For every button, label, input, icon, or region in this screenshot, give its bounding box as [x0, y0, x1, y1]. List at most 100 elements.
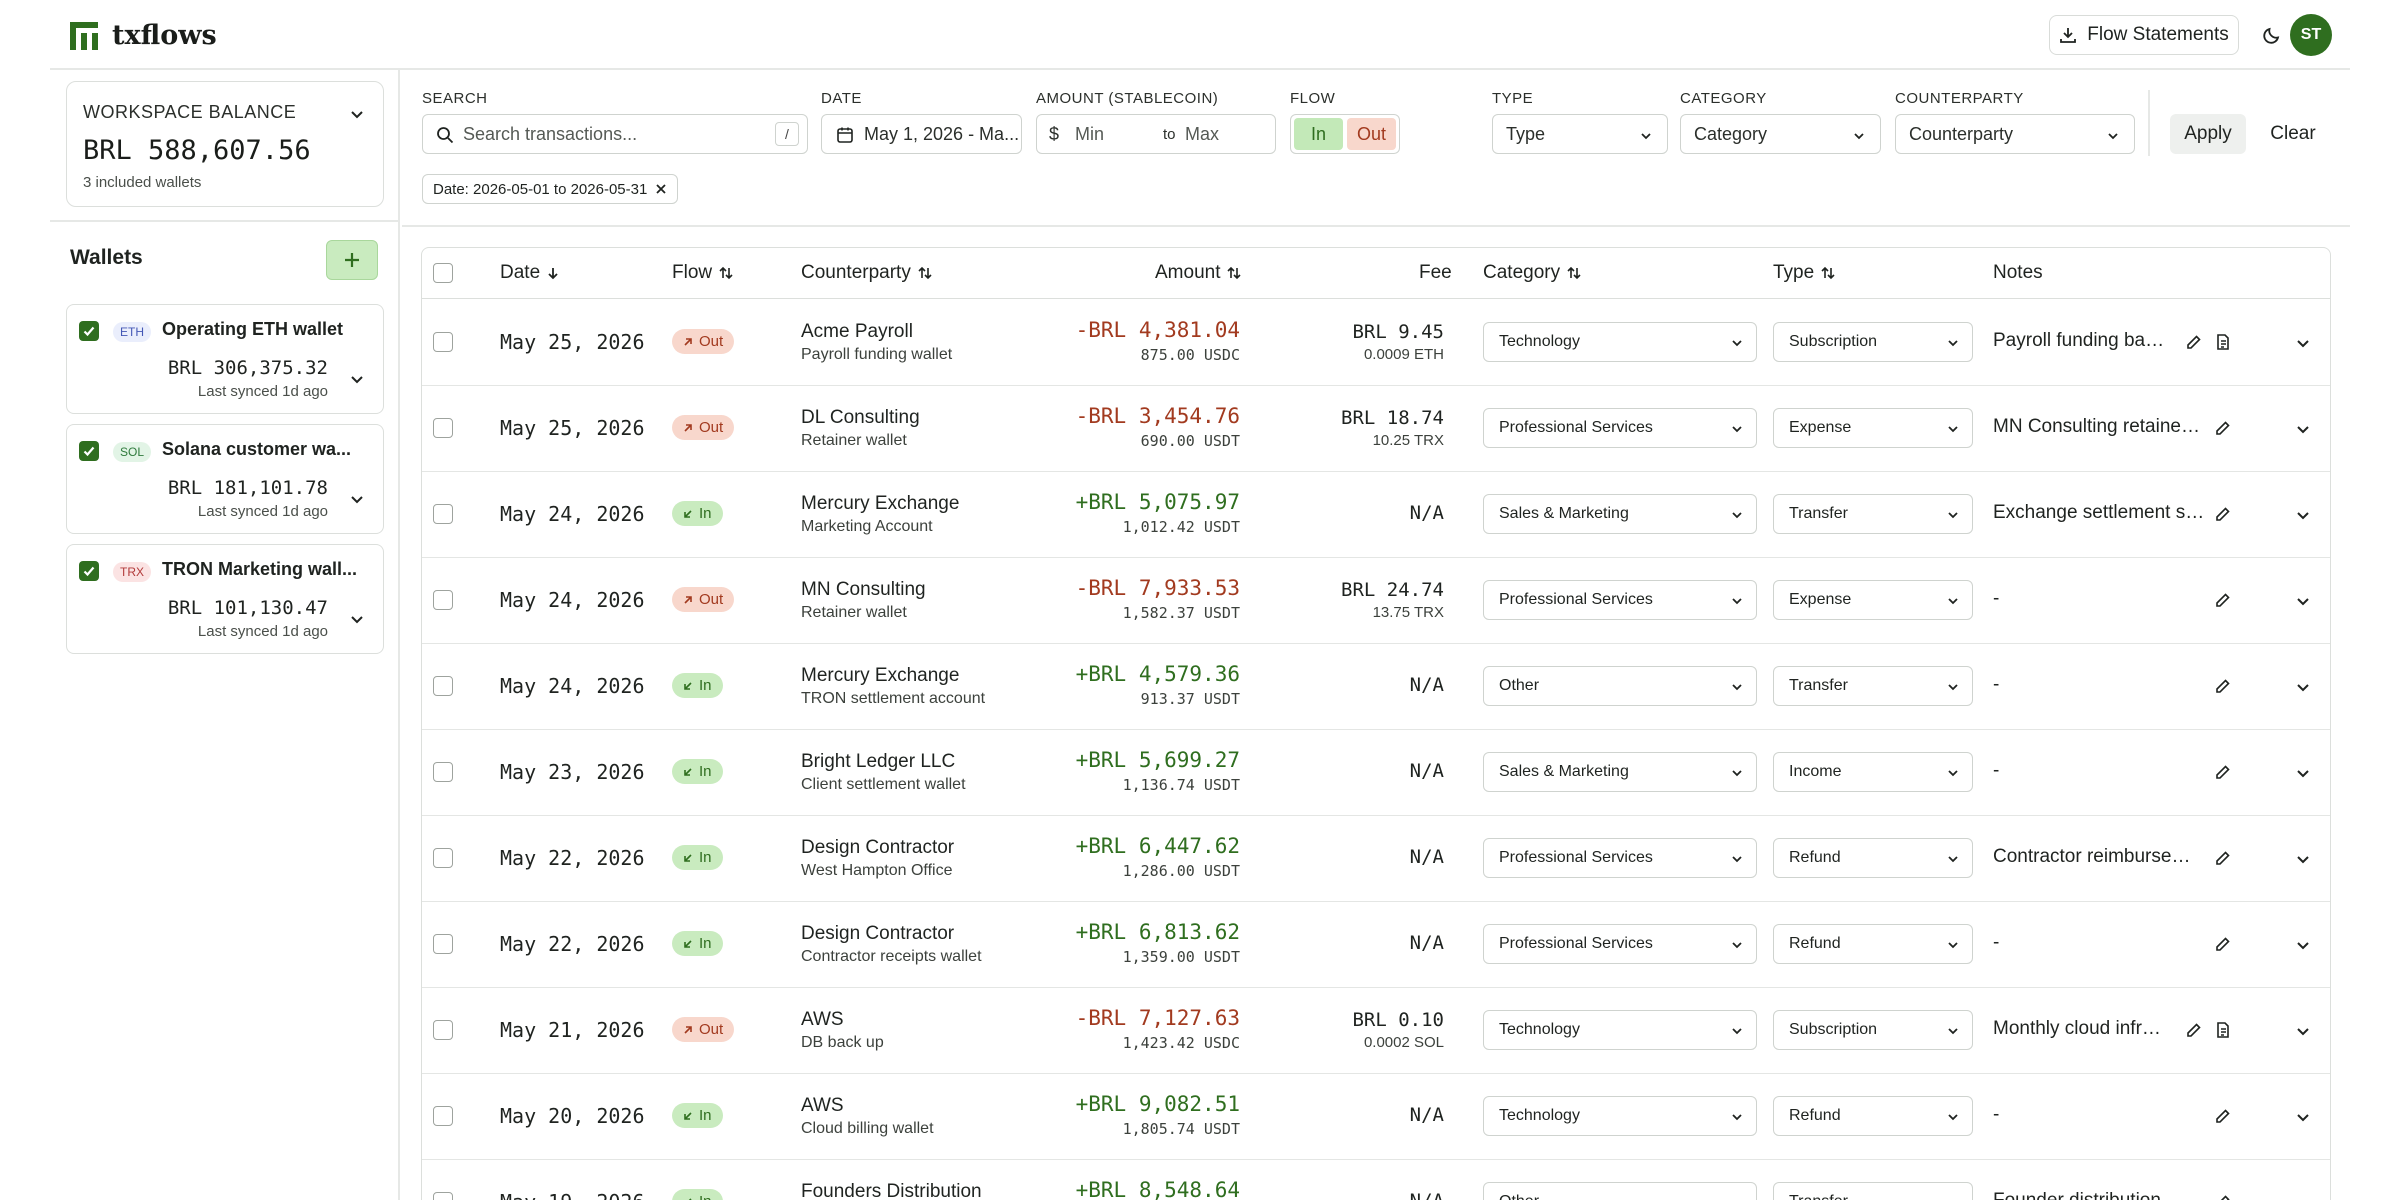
flow-statements-button[interactable]: Flow Statements — [2049, 15, 2239, 55]
table-row[interactable]: May 22, 2026 In Design Contractor West H… — [422, 816, 2330, 902]
search-input[interactable]: Search transactions... / — [422, 114, 808, 154]
chevron-down-icon[interactable] — [2295, 937, 2311, 953]
chevron-down-icon[interactable] — [2295, 765, 2311, 781]
type-dropdown[interactable]: Refund — [1773, 924, 1973, 964]
table-row[interactable]: May 20, 2026 In AWS Cloud billing wallet… — [422, 1074, 2330, 1160]
workspace-balance-card[interactable]: WORKSPACE BALANCE BRL 588,607.56 3 inclu… — [66, 81, 384, 207]
edit-note-button[interactable] — [2185, 1021, 2203, 1044]
flow-out-toggle[interactable]: Out — [1347, 118, 1396, 150]
category-dropdown[interactable]: Professional Services — [1483, 580, 1757, 620]
header-type[interactable]: Type — [1773, 262, 1836, 284]
type-dropdown[interactable]: Refund — [1773, 1096, 1973, 1136]
edit-note-button[interactable] — [2214, 935, 2232, 958]
pencil-icon[interactable] — [2214, 763, 2232, 781]
chevron-down-icon[interactable] — [349, 611, 365, 627]
pencil-icon[interactable] — [2185, 1021, 2203, 1039]
row-checkbox[interactable] — [433, 1106, 453, 1126]
date-range-picker[interactable]: May 1, 2026 - Ma... — [821, 114, 1022, 154]
edit-note-button[interactable] — [2185, 333, 2203, 356]
row-checkbox[interactable] — [433, 676, 453, 696]
apply-button[interactable]: Apply — [2170, 114, 2246, 154]
header-amount[interactable]: Amount — [1155, 262, 1242, 284]
pencil-icon[interactable] — [2185, 333, 2203, 351]
table-row[interactable]: May 19, 2026 In Founders Distribution +B… — [422, 1160, 2330, 1200]
wallet-include-checkbox[interactable] — [79, 561, 99, 581]
wallet-include-checkbox[interactable] — [79, 441, 99, 461]
table-row[interactable]: May 24, 2026 In Mercury Exchange TRON se… — [422, 644, 2330, 730]
app-logo[interactable]: txflows — [70, 20, 217, 51]
category-dropdown[interactable]: Professional Services — [1483, 838, 1757, 878]
category-dropdown[interactable]: Technology — [1483, 1010, 1757, 1050]
chevron-down-icon[interactable] — [349, 371, 365, 387]
wallet-card[interactable]: SOL Solana customer wa... BRL 181,101.78… — [66, 424, 384, 534]
pencil-icon[interactable] — [2214, 505, 2232, 523]
category-dropdown[interactable]: Technology — [1483, 1096, 1757, 1136]
row-checkbox[interactable] — [433, 1020, 453, 1040]
chevron-down-icon[interactable] — [349, 106, 365, 122]
table-row[interactable]: May 24, 2026 In Mercury Exchange Marketi… — [422, 472, 2330, 558]
edit-note-button[interactable] — [2214, 419, 2232, 442]
wallet-include-checkbox[interactable] — [79, 321, 99, 341]
edit-note-button[interactable] — [2214, 677, 2232, 700]
chevron-down-icon[interactable] — [2295, 851, 2311, 867]
amount-max-input[interactable]: Max — [1185, 123, 1220, 144]
type-dropdown[interactable]: Transfer — [1773, 494, 1973, 534]
chevron-down-icon[interactable] — [2295, 593, 2311, 609]
type-dropdown[interactable]: Transfer — [1773, 1182, 1973, 1200]
table-row[interactable]: May 24, 2026 Out MN Consulting Retainer … — [422, 558, 2330, 644]
chevron-down-icon[interactable] — [2295, 1195, 2311, 1200]
chevron-down-icon[interactable] — [2295, 421, 2311, 437]
chevron-down-icon[interactable] — [2295, 335, 2311, 351]
amount-min-input[interactable]: Min — [1075, 123, 1105, 144]
type-dropdown[interactable]: Subscription — [1773, 322, 1973, 362]
attachment-button[interactable] — [2214, 333, 2232, 356]
row-checkbox[interactable] — [433, 848, 453, 868]
pencil-icon[interactable] — [2214, 849, 2232, 867]
document-icon[interactable] — [2214, 1021, 2232, 1039]
counterparty-select[interactable]: Counterparty — [1895, 114, 2135, 154]
pencil-icon[interactable] — [2214, 591, 2232, 609]
clear-button[interactable]: Clear — [2270, 123, 2316, 144]
pencil-icon[interactable] — [2214, 935, 2232, 953]
row-checkbox[interactable] — [433, 504, 453, 524]
pencil-icon[interactable] — [2214, 419, 2232, 437]
table-row[interactable]: May 21, 2026 Out AWS DB back up -BRL 7,1… — [422, 988, 2330, 1074]
row-checkbox[interactable] — [433, 934, 453, 954]
row-checkbox[interactable] — [433, 590, 453, 610]
category-dropdown[interactable]: Sales & Marketing — [1483, 752, 1757, 792]
edit-note-button[interactable] — [2214, 591, 2232, 614]
row-checkbox[interactable] — [433, 332, 453, 352]
chevron-down-icon[interactable] — [2295, 679, 2311, 695]
chevron-down-icon[interactable] — [2295, 507, 2311, 523]
close-icon[interactable] — [655, 183, 667, 195]
chevron-down-icon[interactable] — [349, 491, 365, 507]
category-dropdown[interactable]: Other — [1483, 666, 1757, 706]
table-row[interactable]: May 22, 2026 In Design Contractor Contra… — [422, 902, 2330, 988]
edit-note-button[interactable] — [2214, 849, 2232, 872]
edit-note-button[interactable] — [2214, 1193, 2232, 1200]
flow-in-toggle[interactable]: In — [1294, 118, 1343, 150]
type-dropdown[interactable]: Expense — [1773, 408, 1973, 448]
type-dropdown[interactable]: Expense — [1773, 580, 1973, 620]
category-dropdown[interactable]: Professional Services — [1483, 408, 1757, 448]
row-checkbox[interactable] — [433, 1192, 453, 1200]
header-category[interactable]: Category — [1483, 262, 1582, 284]
table-row[interactable]: May 23, 2026 In Bright Ledger LLC Client… — [422, 730, 2330, 816]
table-row[interactable]: May 25, 2026 Out DL Consulting Retainer … — [422, 386, 2330, 472]
attachment-button[interactable] — [2214, 1021, 2232, 1044]
wallet-card[interactable]: TRX TRON Marketing wall... BRL 101,130.4… — [66, 544, 384, 654]
type-select[interactable]: Type — [1492, 114, 1668, 154]
type-dropdown[interactable]: Income — [1773, 752, 1973, 792]
edit-note-button[interactable] — [2214, 763, 2232, 786]
row-checkbox[interactable] — [433, 418, 453, 438]
category-dropdown[interactable]: Technology — [1483, 322, 1757, 362]
document-icon[interactable] — [2214, 333, 2232, 351]
chevron-down-icon[interactable] — [2295, 1109, 2311, 1125]
pencil-icon[interactable] — [2214, 677, 2232, 695]
type-dropdown[interactable]: Subscription — [1773, 1010, 1973, 1050]
chevron-down-icon[interactable] — [2295, 1023, 2311, 1039]
type-dropdown[interactable]: Refund — [1773, 838, 1973, 878]
wallet-card[interactable]: ETH Operating ETH wallet BRL 306,375.32 … — [66, 304, 384, 414]
category-dropdown[interactable]: Other — [1483, 1182, 1757, 1200]
category-select[interactable]: Category — [1680, 114, 1881, 154]
